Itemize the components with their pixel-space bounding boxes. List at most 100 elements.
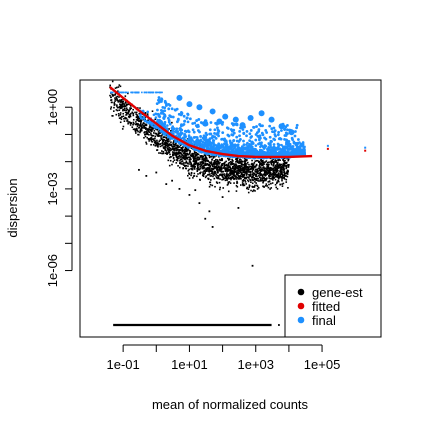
gene-est-point [240, 169, 243, 172]
gene-est-point [277, 172, 280, 174]
gene-est-point [116, 106, 119, 109]
gene-est-point [197, 173, 199, 175]
final-point [195, 125, 199, 129]
gene-est-point [217, 177, 219, 180]
gene-est-point [216, 160, 219, 163]
gene-est-point [283, 161, 286, 164]
gene-est-point [274, 168, 276, 171]
gene-est-point [156, 142, 159, 145]
gene-est-point [284, 165, 286, 167]
gene-est-point [196, 162, 199, 165]
gene-est-point [201, 158, 203, 161]
gene-est-point [209, 166, 211, 168]
gene-est-point [241, 175, 243, 178]
final-point [285, 128, 289, 132]
final-point [170, 131, 173, 134]
final-point [170, 107, 174, 111]
gene-est-point [272, 174, 275, 176]
gene-est-point [116, 99, 118, 102]
final-point [233, 123, 237, 126]
final-point [157, 96, 161, 99]
gene-est-point [195, 155, 197, 157]
gene-est-point [265, 178, 267, 181]
final-point [248, 139, 252, 143]
gene-est-point [261, 175, 264, 178]
gene-est-point [283, 157, 285, 160]
gene-est-point [173, 159, 176, 161]
gene-est-point [175, 148, 178, 150]
gene-est-point [225, 167, 228, 169]
gene-est-point [220, 159, 223, 161]
gene-est-point [208, 173, 210, 176]
gene-est-point [221, 162, 224, 165]
gene-est-point [188, 161, 191, 163]
gene-est-point [278, 324, 280, 326]
gene-est-point [119, 114, 122, 116]
gene-est-point [113, 102, 116, 105]
gene-est-point [135, 111, 138, 114]
gene-est-point [191, 155, 193, 158]
gene-est-point [196, 164, 199, 167]
gene-est-point [173, 151, 175, 154]
gene-est-point [128, 109, 130, 112]
gene-est-point [283, 173, 286, 176]
gene-est-point [159, 135, 161, 137]
gene-est-point [194, 189, 197, 192]
final-point [188, 137, 192, 140]
gene-est-point [210, 175, 213, 177]
final-point [178, 142, 182, 145]
gene-est-point [272, 165, 275, 167]
gene-est-point [157, 132, 160, 135]
gene-est-point [287, 166, 290, 168]
gene-est-point [150, 126, 152, 129]
gene-est-point [167, 139, 169, 141]
gene-est-point [145, 127, 147, 129]
gene-est-point [251, 182, 254, 185]
gene-est-point [168, 137, 170, 139]
gene-est-point [205, 168, 208, 171]
gene-est-point [125, 109, 128, 111]
gene-est-point [223, 177, 226, 180]
gene-est-point [196, 158, 198, 160]
gene-est-point [286, 161, 288, 164]
gene-est-point [271, 175, 273, 177]
final-point [210, 136, 214, 140]
gene-est-point [146, 129, 149, 131]
gene-est-point [129, 108, 131, 111]
gene-est-point [213, 174, 215, 176]
gene-est-point [238, 167, 240, 169]
gene-est-point [163, 143, 166, 145]
gene-est-point [123, 109, 126, 112]
gene-est-point [143, 131, 146, 134]
gene-est-point [171, 151, 174, 153]
gene-est-point [175, 155, 178, 157]
y-tick-label: 1e+00 [45, 89, 60, 126]
gene-est-point [276, 165, 279, 168]
gene-est-point [130, 122, 132, 124]
final-point [277, 130, 281, 134]
gene-est-point [244, 162, 247, 165]
gene-est-point [169, 159, 172, 162]
gene-est-point [225, 160, 227, 163]
final-point-large [186, 101, 193, 108]
gene-est-point [278, 158, 280, 161]
gene-est-point [235, 164, 238, 167]
gene-est-point [193, 167, 195, 170]
gene-est-point [226, 172, 228, 174]
gene-est-point [114, 100, 116, 102]
gene-est-point [261, 167, 263, 169]
gene-est-point [156, 135, 159, 137]
legend-label-final: final [312, 313, 336, 328]
gene-est-point [229, 182, 232, 184]
gene-est-point [231, 163, 234, 165]
gene-est-point [224, 175, 227, 178]
gene-est-point [265, 179, 267, 182]
gene-est-point [235, 184, 238, 187]
gene-est-point [216, 168, 219, 170]
gene-est-point [232, 160, 234, 162]
gene-est-point [234, 177, 236, 180]
gene-est-point [153, 130, 156, 132]
gene-est-point [197, 168, 199, 171]
gene-est-point [280, 165, 283, 168]
gene-est-point [267, 181, 270, 183]
